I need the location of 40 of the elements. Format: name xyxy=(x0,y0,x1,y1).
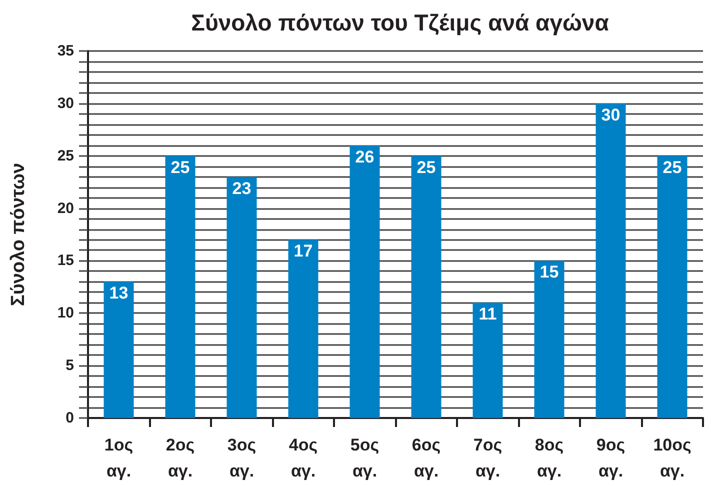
y-tick-label: 15 xyxy=(57,252,74,270)
data-label: 13 xyxy=(109,284,128,303)
bar xyxy=(657,156,688,418)
y-tick-label: 0 xyxy=(66,410,74,426)
y-tick-label: 25 xyxy=(57,147,74,164)
bar xyxy=(350,145,380,418)
bar xyxy=(165,156,196,418)
data-label: 26 xyxy=(355,147,374,166)
data-label: 25 xyxy=(416,158,436,177)
data-label: 11 xyxy=(478,304,497,324)
data-label: 17 xyxy=(294,242,313,261)
x-tick-label: 9ος αγ. xyxy=(596,436,626,480)
y-tick-label: 35 xyxy=(57,42,74,60)
y-tick-label: 10 xyxy=(57,304,74,322)
chart-title: Σύνολο πόντων του Τζέιμς ανά αγώνα xyxy=(191,10,609,36)
data-label: 23 xyxy=(232,178,252,198)
bar xyxy=(534,260,564,418)
x-tick-label: 1ος αγ. xyxy=(104,436,134,480)
bar xyxy=(104,282,134,418)
data-label: 15 xyxy=(540,262,559,282)
x-tick-label: 10ος αγ. xyxy=(653,436,692,480)
x-tick-label: 4ος αγ. xyxy=(288,436,318,480)
x-tick-label: 7ος αγ. xyxy=(473,436,502,480)
x-tick-label: 2ος αγ. xyxy=(166,436,195,480)
data-label: 25 xyxy=(170,158,190,177)
y-tick-label: 20 xyxy=(57,200,74,217)
bar xyxy=(288,240,318,418)
bar xyxy=(411,156,442,418)
bar xyxy=(596,103,626,418)
x-tick-label: 3ος αγ. xyxy=(227,436,256,480)
y-tick-label: 30 xyxy=(57,94,74,112)
data-label: 25 xyxy=(662,158,682,177)
x-tick-label: 5ος αγ. xyxy=(350,436,380,480)
x-tick-label: 6ος αγ. xyxy=(412,436,441,480)
y-tick-label: 5 xyxy=(66,357,74,374)
bar xyxy=(226,176,257,418)
data-label: 30 xyxy=(601,105,620,124)
bar xyxy=(472,302,503,418)
x-tick-label: 8ος αγ. xyxy=(534,436,564,480)
y-axis-title: Σύνολο πόντων xyxy=(8,162,29,306)
